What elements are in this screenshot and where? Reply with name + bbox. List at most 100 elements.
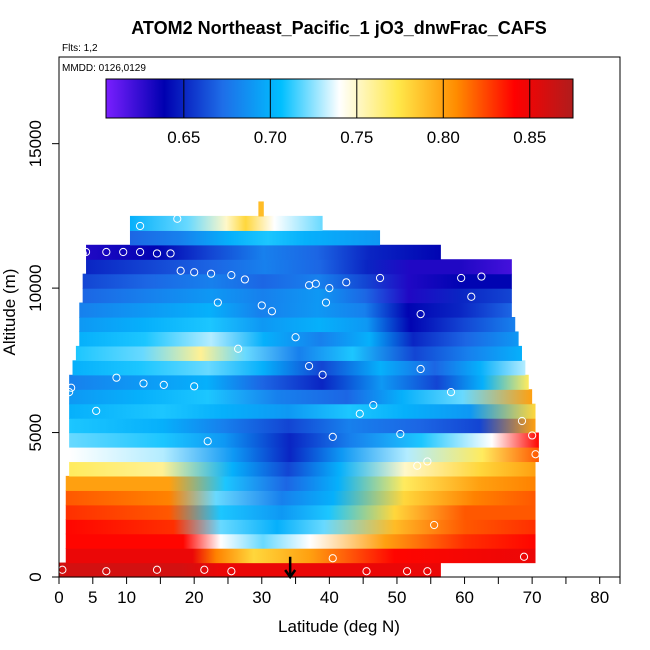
sample-point — [102, 567, 111, 576]
sample-point — [519, 552, 529, 561]
sample-point — [318, 370, 327, 379]
heatmap-row — [86, 244, 441, 260]
x-tick-label: 0 — [54, 588, 63, 607]
y-tick-label: 5000 — [26, 414, 45, 452]
heatmap-row — [65, 490, 536, 506]
sample-point — [416, 310, 425, 319]
colorbar: 0.65 0.70 0.75 0.80 0.85 — [105, 78, 574, 147]
heatmap-row — [258, 201, 264, 217]
heatmap-row — [65, 519, 536, 535]
sample-point — [136, 221, 145, 231]
plot-frame — [58, 56, 621, 578]
sample-point — [402, 567, 412, 576]
heatmap-row — [65, 533, 536, 549]
x-tick-label: 10 — [117, 588, 136, 607]
sample-point — [166, 249, 175, 258]
sample-point — [413, 461, 422, 470]
colorbar-tick-label: 0.85 — [513, 128, 546, 147]
chart-title: ATOM2 Northeast_Pacific_1 jO3_dnwFrac_CA… — [131, 18, 546, 38]
colorbar-tick-label: 0.70 — [254, 128, 287, 147]
sample-point — [416, 364, 425, 374]
sample-point — [311, 279, 320, 288]
heatmap-row — [59, 562, 441, 578]
heatmap-row — [69, 374, 529, 390]
x-tick-label: 50 — [387, 588, 406, 607]
heatmap-row — [69, 432, 539, 448]
sample-point — [375, 273, 385, 283]
sample-point — [206, 269, 216, 278]
sample-point — [213, 298, 222, 307]
sample-point — [136, 247, 145, 257]
x-axis-label: Latitude (deg N) — [278, 617, 400, 636]
sample-point — [67, 383, 76, 392]
colorbar-tick-label: 0.75 — [340, 128, 373, 147]
heatmap-row — [69, 389, 533, 405]
x-tick-label: 5 — [88, 588, 97, 607]
heatmap-row — [82, 273, 512, 289]
dates-label: MMDD: 0126,0129 — [62, 63, 146, 74]
sample-point — [528, 431, 537, 440]
sample-point — [152, 249, 162, 258]
sample-point — [190, 268, 199, 277]
sample-point — [139, 379, 148, 388]
flights-label: Flts: 1,2 — [62, 43, 98, 54]
sample-point — [291, 333, 300, 342]
sample-point — [173, 214, 182, 223]
colorbar-tick-label: 0.65 — [167, 128, 200, 147]
sample-point — [321, 298, 331, 307]
sample-point — [328, 554, 337, 563]
heatmap-row — [69, 461, 536, 477]
x-tick-label: 30 — [252, 588, 271, 607]
x-tick-label: 20 — [185, 588, 204, 607]
sample-point — [467, 292, 476, 301]
sample-point — [325, 284, 334, 293]
heatmap-row — [79, 317, 516, 333]
heatmap-row — [79, 302, 512, 318]
sample-point — [328, 432, 337, 441]
heatmap-row — [69, 403, 536, 419]
sample-point — [159, 380, 168, 389]
sample-point — [240, 275, 249, 284]
sample-point — [477, 272, 486, 281]
sample-point — [227, 567, 236, 576]
x-tick-label: 60 — [455, 588, 474, 607]
colorbar-tick-label: 0.80 — [427, 128, 460, 147]
sample-point — [446, 388, 456, 397]
heatmap-row — [69, 418, 536, 434]
sample-point — [396, 429, 405, 439]
colorbar-gradient — [105, 78, 574, 119]
sample-point — [362, 567, 371, 576]
sample-point — [267, 307, 277, 316]
sample-point — [81, 247, 91, 257]
x-tick-label: 70 — [523, 588, 542, 607]
sample-point — [342, 278, 351, 287]
sample-point — [423, 567, 432, 576]
heatmap-row — [65, 504, 536, 520]
sample-point — [531, 450, 540, 459]
heatmap-row — [75, 345, 522, 361]
sample-point — [430, 520, 439, 530]
sample-point — [200, 565, 209, 574]
sample-point — [517, 416, 527, 426]
sample-point — [119, 247, 128, 257]
sample-markers — [58, 214, 540, 576]
heatmap-row — [129, 230, 381, 246]
sample-point — [92, 406, 101, 415]
x-axis: 0 5 10 20 30 40 50 60 70 80 — [54, 577, 621, 607]
heatmap-row — [65, 548, 536, 564]
sample-point — [152, 565, 162, 574]
x-tick-label: 80 — [590, 588, 609, 607]
y-tick-label: 15000 — [26, 120, 45, 167]
sample-point — [203, 437, 212, 446]
sample-point — [112, 373, 121, 382]
heatmap-row — [69, 447, 539, 463]
y-tick-label: 0 — [26, 572, 45, 581]
x-tick-label: 40 — [320, 588, 339, 607]
y-axis-label: Altitude (m) — [0, 269, 19, 356]
sample-point — [304, 362, 314, 371]
sample-point — [369, 401, 378, 410]
heatmap-rows — [59, 201, 539, 578]
sample-point — [517, 256, 527, 265]
sample-point — [227, 271, 236, 280]
